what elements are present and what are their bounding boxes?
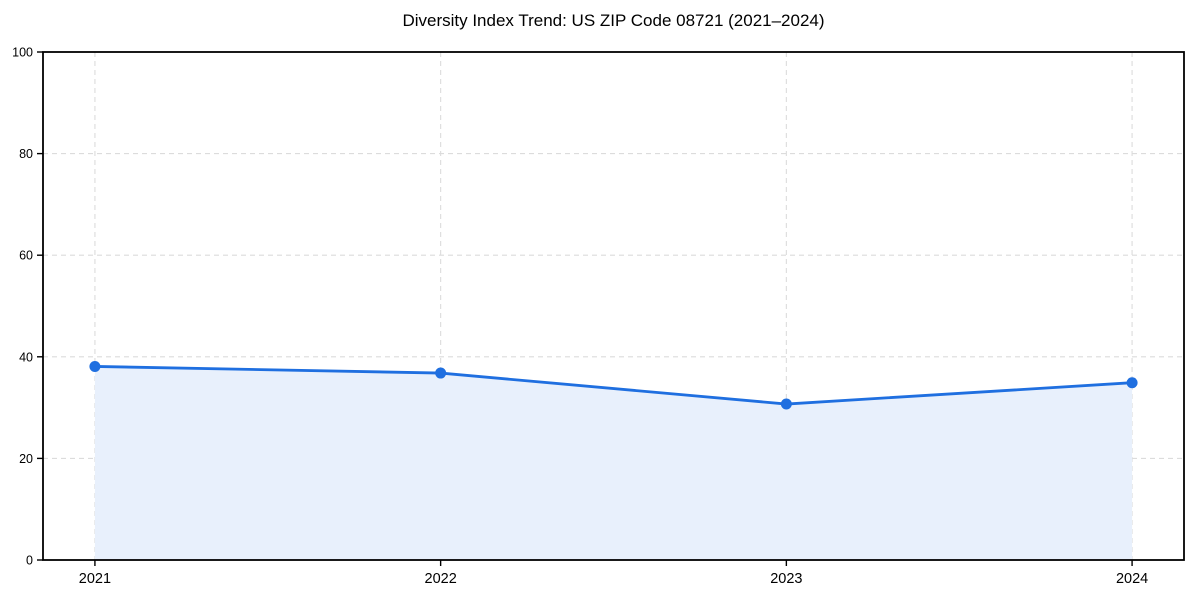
y-tick-label: 0 [26, 554, 33, 568]
y-tick-label: 60 [19, 249, 33, 263]
trend-line [93, 365, 1134, 406]
x-tick-label: 2024 [1116, 571, 1148, 587]
x-tick-label: 2022 [425, 571, 457, 587]
data-point-marker [435, 367, 447, 379]
chart-title: Diversity Index Trend: US ZIP Code 08721… [402, 11, 825, 30]
data-point-marker [780, 398, 792, 410]
y-tick-label: 40 [19, 350, 33, 364]
data-point-marker [89, 360, 101, 372]
y-tick-label: 80 [19, 147, 33, 161]
y-tick-label: 100 [12, 46, 33, 60]
data-point-marker [1126, 377, 1138, 389]
x-tick-label: 2023 [770, 571, 802, 587]
area-fill [94, 366, 1133, 560]
x-tick-label: 2021 [79, 571, 111, 587]
y-tick-label: 20 [19, 452, 33, 466]
axis-frame [42, 51, 1185, 561]
